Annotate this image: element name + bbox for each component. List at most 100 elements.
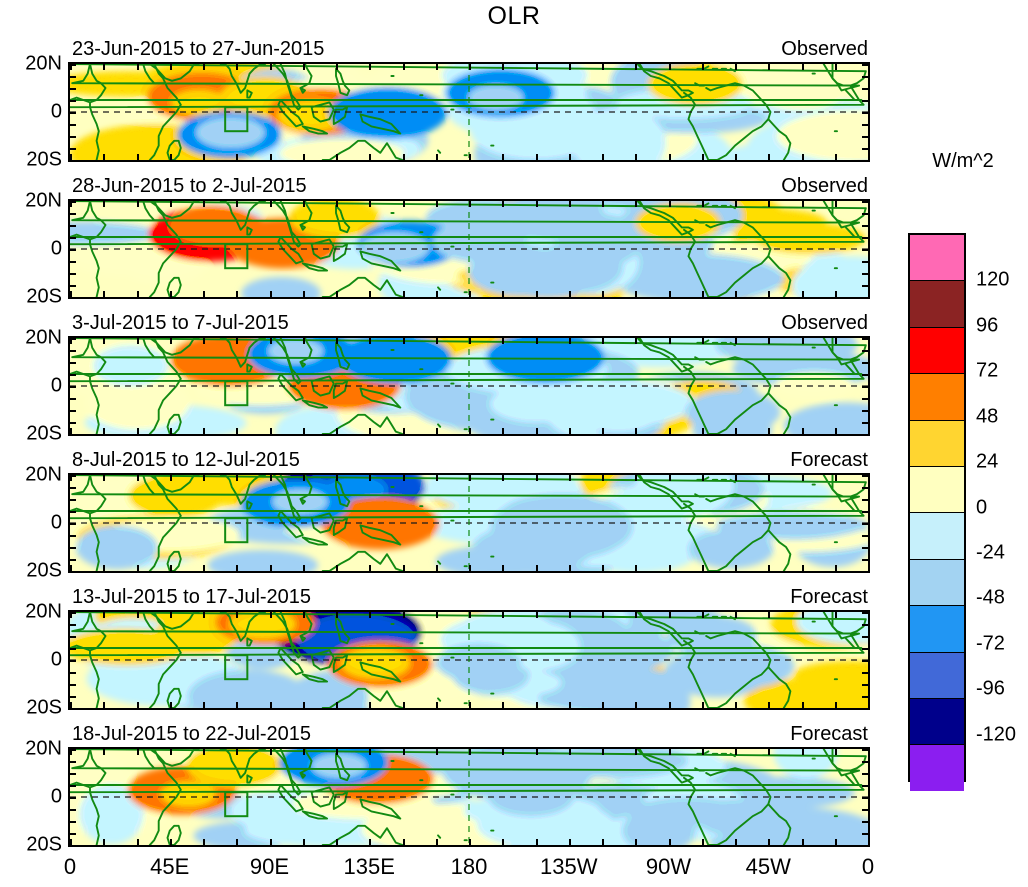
y-tick-mark <box>862 523 868 525</box>
x-tick-mark <box>502 612 505 618</box>
y-tick-mark <box>70 487 76 489</box>
y-axis: 20N 0 20S <box>6 190 62 308</box>
y-axis: 20N 0 20S <box>6 464 62 582</box>
map-panel-6: 18-Jul-2015 to 22-Jul-2015 Forecast 20N 0 20… <box>25 723 870 856</box>
x-tick-mark <box>402 565 405 571</box>
x-tick-mark <box>602 612 604 618</box>
colorbar-tick-label: 72 <box>976 359 999 382</box>
x-tick-mark <box>469 702 471 708</box>
x-tick-mark <box>336 64 338 70</box>
y-tick-label: 20S <box>26 696 62 719</box>
x-tick-mark <box>568 64 571 70</box>
x-tick-mark <box>236 428 239 434</box>
x-tick-mark <box>735 428 737 434</box>
colorbar-tick-label: -120 <box>976 723 1017 746</box>
colorbar-band <box>910 698 964 745</box>
x-tick-label: 45E <box>150 854 190 879</box>
x-tick-mark <box>269 839 272 845</box>
colorbar[interactable] <box>908 233 966 791</box>
x-tick-mark <box>336 612 338 618</box>
x-tick-mark <box>568 702 571 708</box>
map-panel-4: 8-Jul-2015 to 12-Jul-2015 Forecast 20N 0 20S <box>25 449 870 582</box>
x-tick-mark <box>602 839 604 845</box>
x-tick-mark <box>169 612 172 618</box>
x-tick-mark <box>868 201 870 207</box>
y-tick-mark <box>70 201 76 203</box>
x-tick-label: 45W <box>745 854 791 879</box>
x-tick-mark <box>834 565 837 571</box>
x-tick-mark <box>502 154 505 160</box>
x-tick-mark <box>535 154 538 160</box>
x-tick-mark <box>834 702 837 708</box>
y-tick-mark <box>862 809 868 811</box>
x-tick-mark <box>801 749 804 755</box>
y-tick-mark <box>70 511 76 513</box>
x-tick-mark <box>136 749 139 755</box>
y-tick-label: 0 <box>50 511 62 534</box>
x-tick-mark <box>169 291 172 297</box>
x-tick-mark <box>369 475 372 481</box>
y-tick-mark <box>862 797 868 799</box>
y-tick-mark <box>70 660 76 662</box>
x-tick-mark <box>435 291 438 297</box>
y-tick-label: 0 <box>50 100 62 123</box>
x-tick-mark <box>203 702 205 708</box>
x-tick-mark <box>269 612 272 618</box>
colorbar-unit-label: W/m^2 <box>932 150 994 172</box>
x-tick-mark <box>269 428 272 434</box>
x-tick-mark <box>236 702 239 708</box>
x-tick-mark <box>336 839 338 845</box>
x-tick-mark <box>635 565 638 571</box>
x-tick-mark <box>834 749 837 755</box>
x-tick-mark <box>236 201 239 207</box>
x-tick-mark <box>768 839 771 845</box>
x-tick-mark <box>535 702 538 708</box>
x-tick-mark <box>103 612 106 618</box>
x-tick-mark <box>834 428 837 434</box>
x-tick-mark <box>336 291 338 297</box>
x-tick-mark <box>103 749 106 755</box>
x-tick-mark <box>103 338 106 344</box>
x-tick-mark <box>602 749 604 755</box>
x-tick-mark <box>435 749 438 755</box>
x-tick-mark <box>70 154 72 160</box>
y-tick-mark <box>862 273 868 275</box>
x-tick-mark <box>668 612 671 618</box>
map-panel-5: 13-Jul-2015 to 17-Jul-2015 Forecast 20N 0 20… <box>25 586 870 719</box>
x-tick-mark <box>701 201 704 207</box>
y-tick-mark <box>862 684 868 686</box>
y-tick-label: 20N <box>25 737 62 760</box>
x-tick-mark <box>568 565 571 571</box>
x-tick-mark <box>169 749 172 755</box>
x-tick-mark <box>302 702 305 708</box>
y-tick-mark <box>70 708 76 710</box>
x-tick-mark <box>801 475 804 481</box>
x-tick-mark <box>735 338 737 344</box>
y-tick-label: 20N <box>25 326 62 349</box>
y-tick-mark <box>862 225 868 227</box>
x-tick-mark <box>203 565 205 571</box>
panel-date-range: 18-Jul-2015 to 22-Jul-2015 <box>72 723 312 745</box>
y-tick-mark <box>70 434 76 436</box>
x-tick-mark <box>435 201 438 207</box>
x-tick-label: 0 <box>861 854 875 879</box>
x-tick-mark <box>868 475 870 481</box>
y-tick-mark <box>70 136 76 138</box>
x-tick-mark <box>469 291 471 297</box>
x-tick-mark <box>502 291 505 297</box>
x-tick-mark <box>602 428 604 434</box>
colorbar-tick-label: -24 <box>976 541 1005 564</box>
colorbar-tick-label: -48 <box>976 586 1005 609</box>
y-tick-mark <box>862 761 868 763</box>
x-tick-mark <box>302 749 305 755</box>
x-tick-mark <box>136 428 139 434</box>
x-tick-mark <box>336 702 338 708</box>
y-tick-mark <box>862 749 868 751</box>
x-tick-mark <box>668 201 671 207</box>
x-tick-mark <box>435 154 438 160</box>
olr-map <box>68 747 870 847</box>
x-tick-mark <box>535 201 538 207</box>
y-tick-mark <box>70 773 76 775</box>
x-tick-mark <box>868 565 870 571</box>
